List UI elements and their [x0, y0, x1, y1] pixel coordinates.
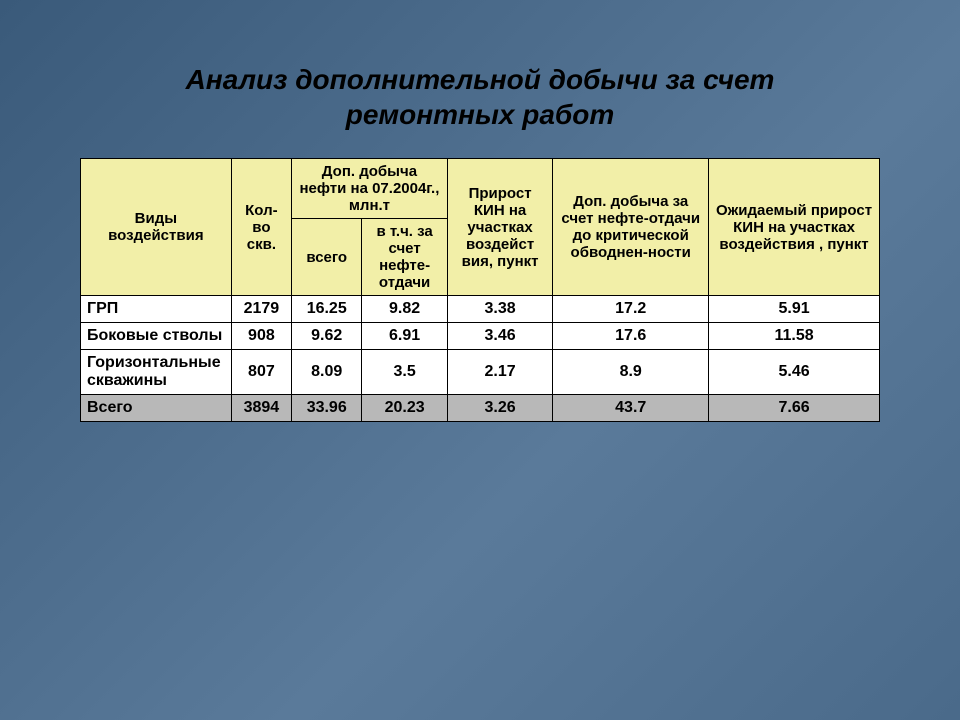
cell: 8.9 — [553, 350, 709, 395]
cell: 43.7 — [553, 395, 709, 422]
cell: 2179 — [231, 296, 291, 323]
col-header-kin-growth: Прирост КИН на участках воздейст вия, пу… — [447, 159, 553, 296]
table-row-total: Всего 3894 33.96 20.23 3.26 43.7 7.66 — [81, 395, 880, 422]
cell: 7.66 — [709, 395, 880, 422]
col-header-expected-kin: Ожидаемый прирост КИН на участках воздей… — [709, 159, 880, 296]
cell: 33.96 — [292, 395, 362, 422]
cell: 908 — [231, 323, 291, 350]
cell: 11.58 — [709, 323, 880, 350]
table-header: Виды воздействия Кол-во скв. Доп. добыча… — [81, 159, 880, 296]
cell: 20.23 — [362, 395, 447, 422]
table-row: ГРП 2179 16.25 9.82 3.38 17.2 5.91 — [81, 296, 880, 323]
cell: 9.62 — [292, 323, 362, 350]
cell: 3894 — [231, 395, 291, 422]
analysis-table-container: Виды воздействия Кол-во скв. Доп. добыча… — [80, 158, 880, 422]
cell: 3.38 — [447, 296, 553, 323]
row-label: Горизонтальные скважины — [81, 350, 232, 395]
title-line-1: Анализ дополнительной добычи за счет — [186, 64, 775, 95]
table-row: Горизонтальные скважины 807 8.09 3.5 2.1… — [81, 350, 880, 395]
table-body: ГРП 2179 16.25 9.82 3.38 17.2 5.91 Боков… — [81, 296, 880, 422]
col-header-types: Виды воздействия — [81, 159, 232, 296]
cell: 2.17 — [447, 350, 553, 395]
cell: 3.46 — [447, 323, 553, 350]
col-subheader-recovery: в т.ч. за счет нефте-отдачи — [362, 219, 447, 296]
row-label-total: Всего — [81, 395, 232, 422]
cell: 6.91 — [362, 323, 447, 350]
cell: 8.09 — [292, 350, 362, 395]
cell: 3.5 — [362, 350, 447, 395]
slide: Анализ дополнительной добычи за счет рем… — [0, 0, 960, 720]
cell: 5.91 — [709, 296, 880, 323]
col-header-count: Кол-во скв. — [231, 159, 291, 296]
analysis-table: Виды воздействия Кол-во скв. Доп. добыча… — [80, 158, 880, 422]
title-line-2: ремонтных работ — [346, 99, 615, 130]
col-header-extraction-critical: Доп. добыча за счет нефте-отдачи до крит… — [553, 159, 709, 296]
col-subheader-total: всего — [292, 219, 362, 296]
row-label: ГРП — [81, 296, 232, 323]
table-row: Боковые стволы 908 9.62 6.91 3.46 17.6 1… — [81, 323, 880, 350]
col-header-extraction-group: Доп. добыча нефти на 07.2004г., млн.т — [292, 159, 448, 219]
cell: 16.25 — [292, 296, 362, 323]
row-label: Боковые стволы — [81, 323, 232, 350]
cell: 3.26 — [447, 395, 553, 422]
cell: 5.46 — [709, 350, 880, 395]
cell: 9.82 — [362, 296, 447, 323]
slide-title: Анализ дополнительной добычи за счет рем… — [0, 0, 960, 132]
cell: 17.2 — [553, 296, 709, 323]
cell: 17.6 — [553, 323, 709, 350]
cell: 807 — [231, 350, 291, 395]
